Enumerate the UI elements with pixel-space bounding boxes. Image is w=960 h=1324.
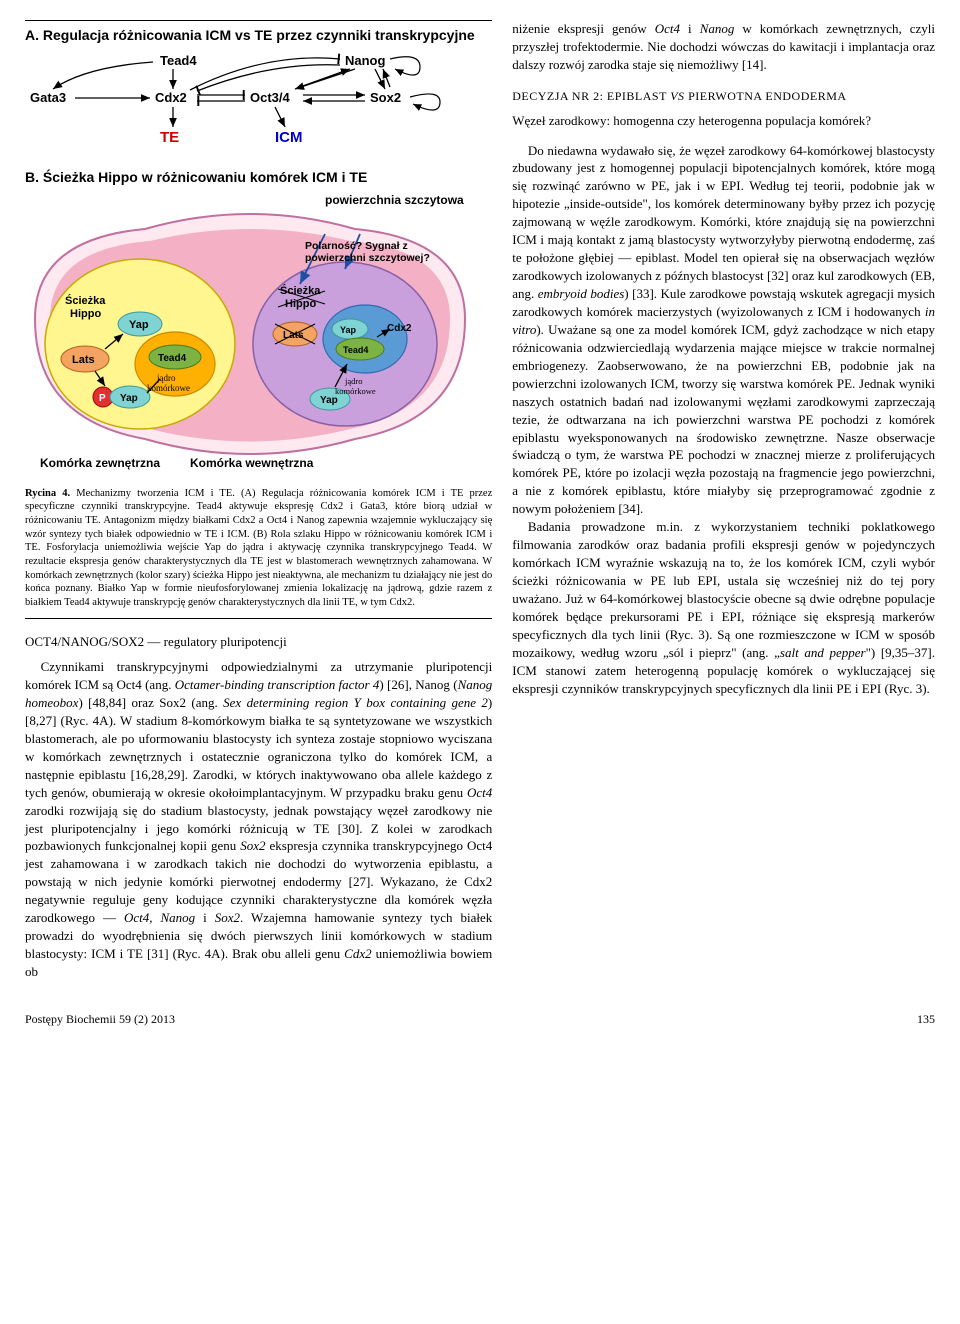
t-rta: niżenie ekspresji genów [512, 21, 654, 36]
t-rtd: Nanog [700, 21, 735, 36]
label-tead4-left: Tead4 [158, 353, 187, 364]
label-yap-left1: Yap [129, 319, 149, 331]
node-sox2: Sox2 [370, 90, 401, 105]
t-rtc: i [680, 21, 700, 36]
section-heading-oct4: OCT4/NANOG/SOX2 — regulatory pluripotenc… [25, 633, 492, 651]
h2b: PIERWOTNA ENDODERMA [685, 89, 847, 103]
right-body-text: Do niedawna wydawało się, że węzeł zarod… [512, 142, 935, 698]
label-polarnosc-2: powierzchni szczytowej? [305, 252, 430, 264]
figure-caption: Rycina 4. Mechanizmy tworzenia ICM i TE.… [25, 487, 492, 619]
right-top-text: niżenie ekspresji genów Oct4 i Nanog w k… [512, 20, 935, 74]
label-yap-right-nucleus: Yap [340, 325, 357, 335]
node-tead4: Tead4 [160, 53, 197, 68]
t-r2b: embryoid bodies [538, 286, 625, 301]
panel-b-title: B. Ścieżka Hippo w różnicowaniu komórek … [25, 168, 492, 187]
t-l1p: Cdx2 [344, 946, 371, 961]
node-te: TE [160, 129, 179, 146]
label-sciezka-left-1: Ścieżka [65, 294, 106, 307]
label-sciezka-right-1: Ścieżka [280, 284, 321, 297]
label-jadro-right-1: jądro [344, 376, 362, 386]
label-lats-left: Lats [72, 354, 95, 366]
label-sciezka-left-2: Hippo [70, 308, 101, 320]
node-gata3: Gata3 [30, 90, 66, 105]
t-l1n: Sox2 [215, 910, 240, 925]
node-cdx2: Cdx2 [155, 90, 187, 105]
t-l1c: ) [26], Nanog ( [379, 677, 457, 692]
caption-bold: Rycina 4. [25, 488, 70, 499]
label-p: P [99, 393, 106, 404]
label-komorka-wew: Komórka wewnętrzna [190, 456, 314, 470]
label-yap-left2: Yap [120, 393, 138, 404]
node-oct34: Oct3/4 [250, 90, 291, 105]
t-l1m: i [195, 910, 215, 925]
t-l1e: ) [48,84] oraz Sox2 (ang. [78, 695, 223, 710]
label-jadro-left-2: komórkowe [147, 383, 190, 393]
label-powierzchnia: powierzchnia szczytowa [325, 193, 464, 207]
sub-question: Węzeł zarodkowy: homogenna czy heterogen… [512, 112, 935, 130]
t-l1g: ) [8,27] (Ryc. 4A). W stadium 8-komórkow… [25, 695, 492, 800]
t-l1l: Oct4, Nanog [124, 910, 195, 925]
page-footer: Postępy Biochemii 59 (2) 2013 135 [25, 1011, 935, 1027]
label-komorka-zew: Komórka zewnętrzna [40, 456, 160, 470]
node-icm: ICM [275, 129, 303, 146]
label-jadro-left-1: jądro [156, 373, 176, 383]
left-body-text: Czynnikami transkrypcyjnymi odpowiedzial… [25, 658, 492, 981]
label-yap-right-bottom: Yap [320, 395, 338, 406]
panel-a-diagram: Tead4 Nanog Gata3 Cdx2 Oct3/4 Sox2 TE IC… [25, 47, 492, 162]
label-cdx2-right: Cdx2 [387, 323, 412, 334]
footer-journal: Postępy Biochemii 59 (2) 2013 [25, 1011, 175, 1027]
panel-a-title: A. Regulacja różnicowania ICM vs TE prze… [25, 26, 492, 45]
t-r2a: Do niedawna wydawało się, że węzeł zarod… [512, 143, 935, 302]
t-r2e: ). Uważane są one za model komórek ICM, … [512, 322, 935, 516]
figure-4: A. Regulacja różnicowania ICM vs TE prze… [25, 20, 492, 479]
label-tead4-right: Tead4 [343, 345, 368, 355]
t-l1b: Octamer-binding transcription factor 4 [175, 677, 380, 692]
label-jadro-right-2: komórkowe [335, 386, 376, 396]
h2vs: VS [670, 89, 684, 103]
t-rtb: Oct4 [655, 21, 680, 36]
panel-b-diagram: powierzchnia szczytowa Ścieżka Hippo Lat… [25, 189, 492, 479]
t-l1f: Sex determining region Y box containing … [223, 695, 488, 710]
sub-heading-decyzja: DECYZJA NR 2: EPIBLAST VS PIERWOTNA ENDO… [512, 88, 935, 104]
label-polarnosc-1: Polarność? Sygnał z [305, 240, 408, 252]
h2a: DECYZJA NR 2: EPIBLAST [512, 89, 670, 103]
caption-text: Mechanizmy tworzenia ICM i TE. (A) Regul… [25, 488, 492, 608]
label-lats-right: Lats [283, 330, 304, 341]
t-l1h: Oct4 [467, 785, 492, 800]
t-r3b: salt and pepper [780, 645, 866, 660]
node-nanog: Nanog [345, 53, 386, 68]
t-l1j: Sox2 [240, 838, 265, 853]
t-r3a: Badania prowadzone m.in. z wykorzystanie… [512, 519, 935, 660]
footer-page-number: 135 [917, 1011, 935, 1027]
